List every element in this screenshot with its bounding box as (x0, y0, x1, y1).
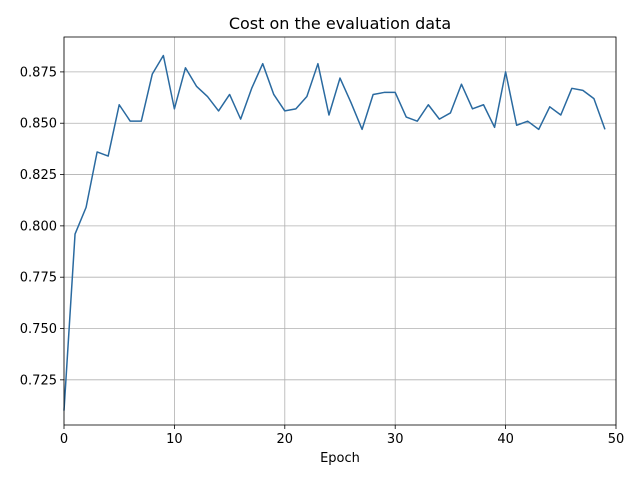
x-tick-label: 30 (387, 432, 404, 447)
x-tick-label: 20 (277, 432, 294, 447)
x-tick-label: 10 (166, 432, 183, 447)
y-tick-label: 0.875 (20, 65, 57, 80)
tick-layer: 0 10 20 30 40 50 0.725 0.750 0.775 0.800 0.825 0.85… (20, 65, 624, 447)
x-tick-label: 40 (497, 432, 514, 447)
y-tick-label: 0.725 (20, 373, 57, 388)
y-tick-label: 0.775 (20, 271, 57, 286)
chart-title: Cost on the evaluation data (229, 14, 451, 33)
y-tick-label: 0.750 (20, 322, 57, 337)
plot-frame (63, 36, 617, 426)
x-axis-title: Epoch (320, 451, 360, 466)
y-tick-label: 0.850 (20, 117, 57, 132)
y-tick-label: 0.825 (20, 168, 57, 183)
series-layer (63, 54, 606, 411)
y-tick-label: 0.800 (20, 219, 57, 234)
x-tick-label: 0 (60, 432, 68, 447)
series-line (63, 54, 606, 411)
x-tick-label: 50 (608, 432, 625, 447)
